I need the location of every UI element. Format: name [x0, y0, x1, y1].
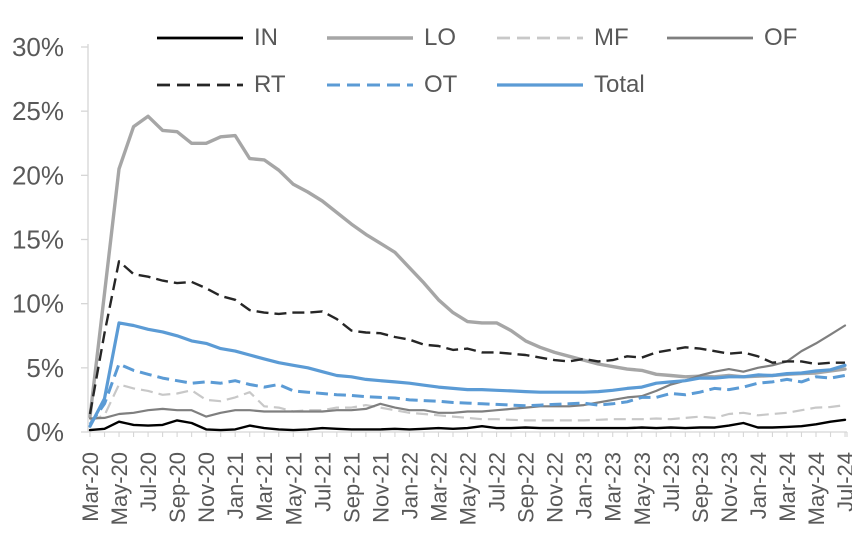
legend-item-ot: OT — [326, 70, 457, 100]
legend-label-lo: LO — [424, 24, 457, 51]
x-axis-label: Mar-22 — [426, 452, 451, 522]
x-axis-label: Mar-20 — [78, 452, 103, 522]
series-line-rt — [88, 260, 845, 415]
y-axis-label: 0% — [26, 417, 64, 447]
y-axis-label: 10% — [12, 289, 64, 319]
legend-item-of: OF — [666, 23, 797, 53]
x-axis-label: Jul-24 — [833, 452, 852, 512]
x-axis-label: Jan-22 — [397, 452, 422, 519]
x-axis-label: Mar-21 — [252, 452, 277, 522]
x-axis-label: Sep-21 — [339, 452, 364, 523]
legend-item-rt: RT — [156, 70, 286, 100]
series-line-total — [88, 321, 847, 428]
series-line-mf — [89, 383, 846, 422]
y-axis-label: 25% — [12, 96, 64, 126]
x-axis-label: May-20 — [107, 452, 132, 525]
legend-label-total: Total — [594, 71, 645, 98]
legend-line-rt-icon — [157, 83, 243, 87]
x-axis-label: Nov-21 — [368, 452, 393, 523]
x-axis-label: Mar-24 — [775, 452, 800, 522]
x-axis-label: Nov-20 — [194, 452, 219, 523]
x-axis-label: Nov-22 — [543, 452, 568, 523]
x-axis-label: May-24 — [804, 452, 829, 525]
x-axis-label: Jan-21 — [223, 452, 248, 519]
x-axis-label: May-21 — [281, 452, 306, 525]
x-axis-label: May-22 — [456, 452, 481, 525]
legend-label-of: OF — [764, 24, 798, 51]
x-axis-label: Mar-23 — [601, 452, 626, 522]
legend-item-in: IN — [156, 23, 278, 53]
legend-item-lo: LO — [326, 23, 456, 53]
legend-item-total: Total — [496, 70, 645, 100]
legend-line-total-icon — [497, 83, 583, 87]
legend-line-in-icon — [157, 36, 243, 40]
x-axis-label: Sep-23 — [688, 452, 713, 523]
x-axis-label: Jul-21 — [310, 452, 335, 512]
legend-line-ot-icon — [327, 83, 413, 87]
series-line-lo — [88, 114, 847, 419]
series-line-in — [88, 418, 847, 432]
legend-line-of-icon — [667, 36, 753, 40]
x-axis-label: Jul-22 — [485, 452, 510, 512]
legend-label-mf: MF — [594, 24, 629, 51]
x-axis-label: Sep-20 — [165, 452, 190, 523]
x-axis-label: Nov-23 — [717, 452, 742, 523]
y-axis-label: 15% — [12, 225, 64, 255]
legend-item-mf: MF — [496, 23, 629, 53]
series-line-of — [88, 324, 847, 420]
y-axis-label: 30% — [12, 32, 64, 62]
x-axis-label: Jan-23 — [572, 452, 597, 519]
y-axis-label: 20% — [12, 160, 64, 190]
x-axis-label: Jul-20 — [136, 452, 161, 512]
x-axis-label: Jul-23 — [659, 452, 684, 512]
x-axis-label: Jan-24 — [746, 452, 771, 519]
y-axis-label: 5% — [26, 353, 64, 383]
x-axis-label: May-23 — [630, 452, 655, 525]
legend-label-ot: OT — [424, 71, 458, 98]
legend-line-lo-icon — [327, 36, 413, 40]
legend-line-mf-icon — [497, 36, 583, 40]
series-line-ot — [88, 362, 846, 426]
legend-label-in: IN — [254, 24, 278, 51]
x-axis-label: Sep-22 — [514, 452, 539, 523]
legend-label-rt: RT — [254, 71, 286, 98]
